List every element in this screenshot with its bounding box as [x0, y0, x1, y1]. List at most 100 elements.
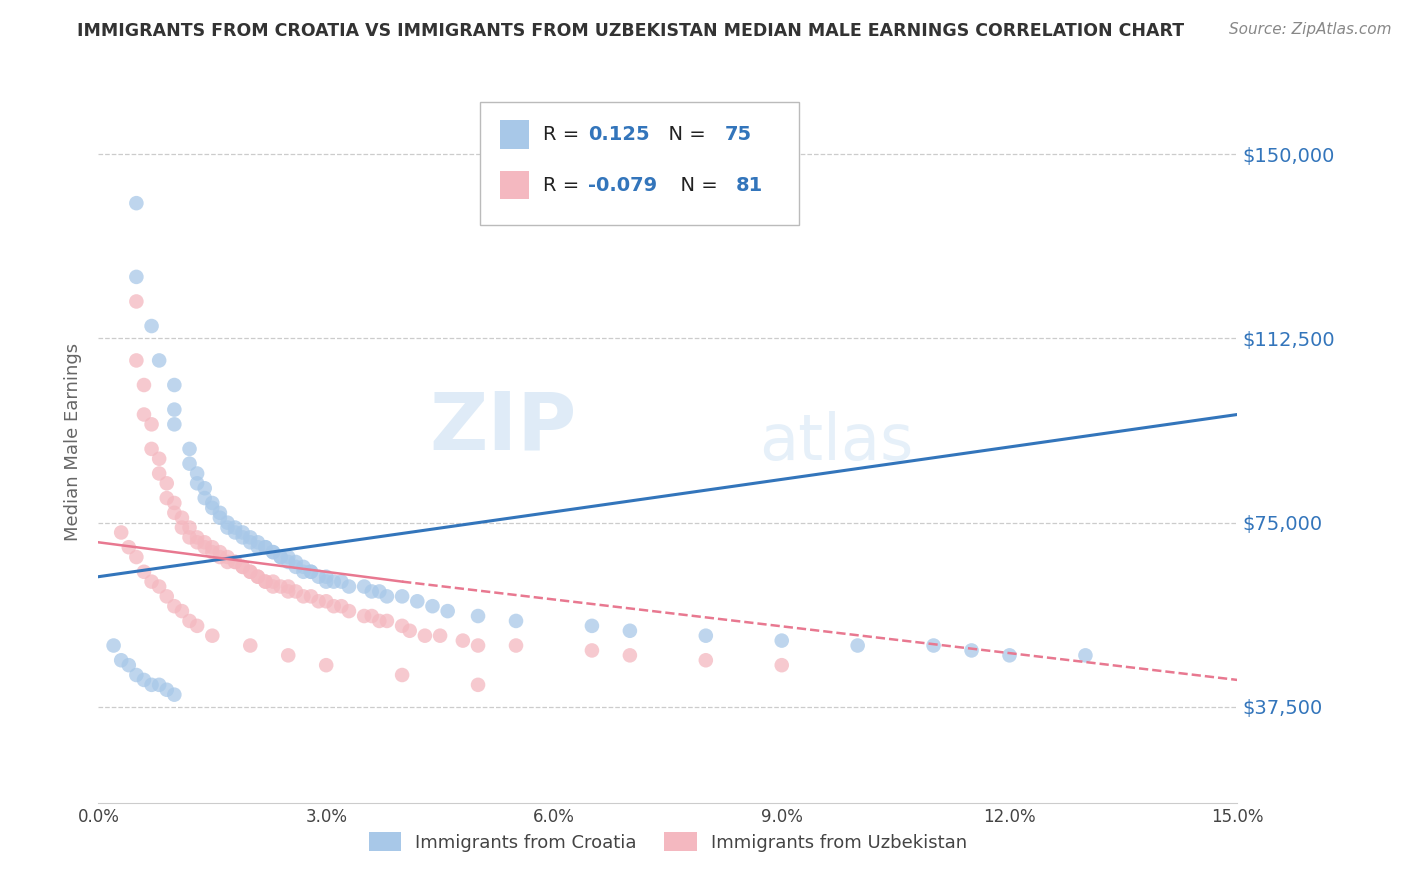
Point — [239, 535, 262, 549]
Point — [141, 417, 163, 432]
Point — [391, 668, 413, 682]
Point — [232, 525, 254, 540]
Bar — [501, 170, 529, 200]
Point — [846, 639, 869, 653]
Point — [156, 682, 179, 697]
Point — [217, 549, 239, 564]
Text: atlas: atlas — [759, 410, 914, 473]
Point — [118, 540, 141, 554]
Point — [619, 624, 641, 638]
Text: N =: N = — [668, 176, 724, 194]
Point — [141, 678, 163, 692]
Point — [194, 540, 217, 554]
Point — [179, 520, 201, 534]
Point — [1074, 648, 1097, 663]
Point — [360, 609, 382, 624]
Point — [163, 417, 186, 432]
Point — [179, 530, 201, 544]
Point — [208, 549, 231, 564]
Point — [436, 604, 458, 618]
Point — [125, 353, 148, 368]
Point — [201, 500, 224, 515]
Point — [201, 540, 224, 554]
Point — [186, 476, 208, 491]
Text: -0.079: -0.079 — [588, 176, 657, 194]
Point — [148, 353, 170, 368]
Point — [262, 574, 284, 589]
Point — [194, 491, 217, 505]
Point — [254, 540, 277, 554]
Point — [110, 653, 132, 667]
Point — [619, 648, 641, 663]
Point — [277, 648, 299, 663]
Text: 0.125: 0.125 — [588, 125, 650, 144]
Point — [125, 294, 148, 309]
Point — [141, 442, 163, 456]
Point — [125, 668, 148, 682]
Point — [322, 599, 344, 614]
Point — [284, 555, 307, 569]
Point — [315, 570, 337, 584]
Point — [398, 624, 420, 638]
Point — [467, 609, 489, 624]
Point — [125, 269, 148, 284]
Point — [413, 629, 436, 643]
Point — [194, 535, 217, 549]
Point — [406, 594, 429, 608]
Text: 75: 75 — [725, 125, 752, 144]
Point — [277, 555, 299, 569]
Point — [391, 590, 413, 604]
Point — [330, 599, 353, 614]
Point — [163, 688, 186, 702]
Point — [239, 639, 262, 653]
Point — [163, 378, 186, 392]
Point — [330, 574, 353, 589]
Point — [284, 560, 307, 574]
Text: 81: 81 — [737, 176, 763, 194]
Point — [194, 481, 217, 495]
Point — [467, 678, 489, 692]
Point — [163, 599, 186, 614]
Point — [179, 614, 201, 628]
Point — [217, 516, 239, 530]
Point — [186, 530, 208, 544]
Point — [217, 555, 239, 569]
Point — [246, 535, 269, 549]
Point — [224, 555, 246, 569]
Point — [315, 594, 337, 608]
Point — [148, 580, 170, 594]
Point — [360, 584, 382, 599]
Text: N =: N = — [657, 125, 713, 144]
Point — [246, 540, 269, 554]
Point — [141, 574, 163, 589]
Point — [208, 510, 231, 524]
Point — [429, 629, 451, 643]
Point — [581, 643, 603, 657]
Point — [922, 639, 945, 653]
Point — [770, 658, 793, 673]
Point — [132, 673, 155, 687]
Point — [208, 545, 231, 559]
Point — [156, 491, 179, 505]
Point — [132, 408, 155, 422]
Point — [239, 530, 262, 544]
Point — [125, 549, 148, 564]
Point — [315, 574, 337, 589]
Point — [186, 535, 208, 549]
Point — [505, 639, 527, 653]
Point — [110, 525, 132, 540]
Point — [451, 633, 474, 648]
Point — [998, 648, 1021, 663]
Point — [270, 580, 292, 594]
Point — [232, 560, 254, 574]
Point — [246, 570, 269, 584]
Point — [308, 594, 330, 608]
Point — [246, 570, 269, 584]
Point — [163, 506, 186, 520]
Point — [179, 457, 201, 471]
Point — [270, 549, 292, 564]
Point — [224, 555, 246, 569]
Text: R =: R = — [543, 176, 585, 194]
FancyBboxPatch shape — [479, 102, 799, 225]
Point — [170, 510, 193, 524]
